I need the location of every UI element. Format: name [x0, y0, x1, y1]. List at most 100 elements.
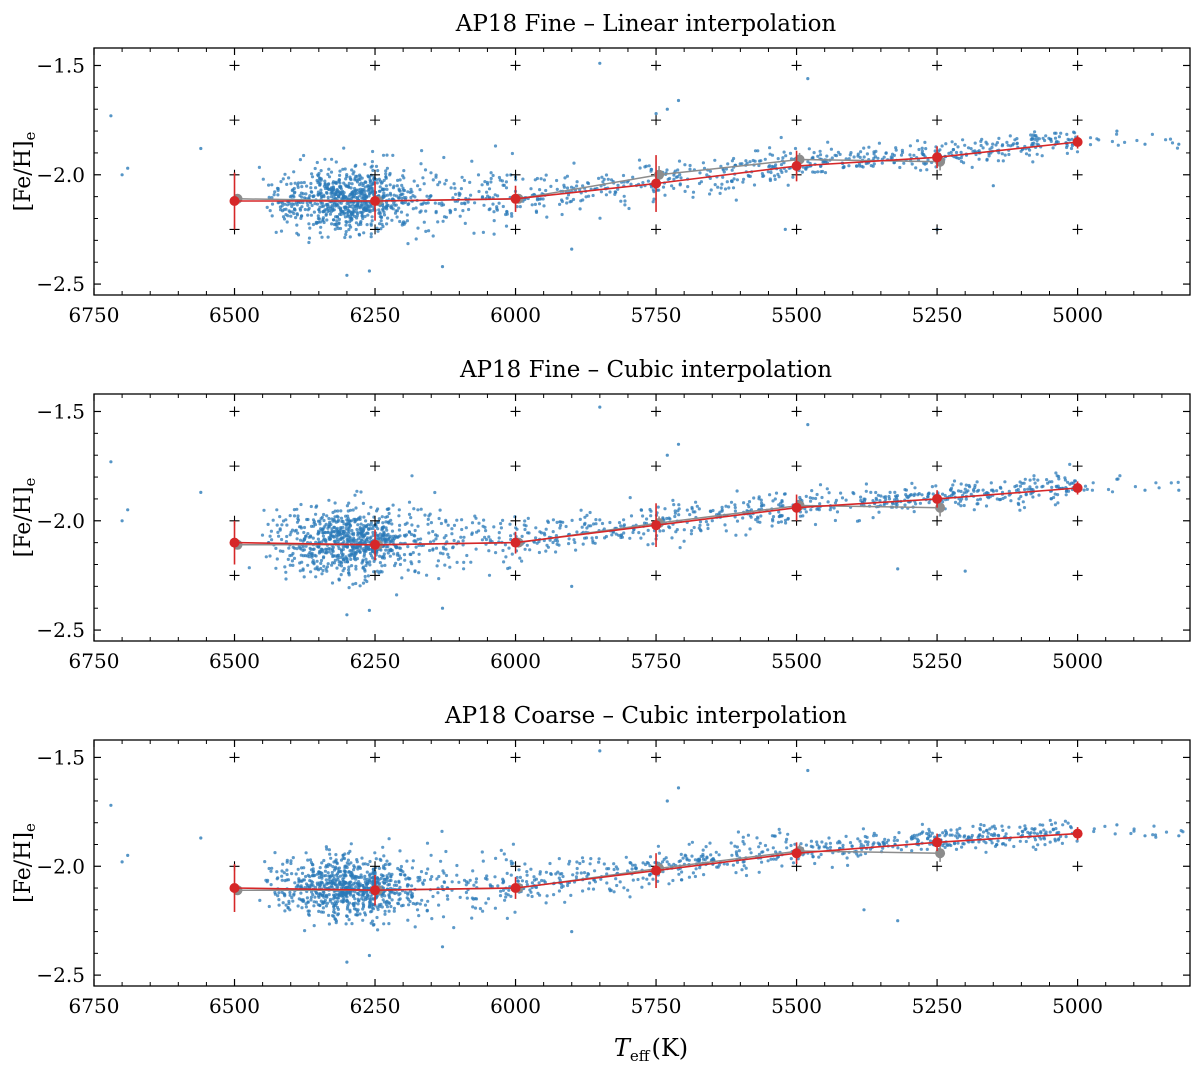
grid-node-marker: [932, 115, 942, 125]
grid-node-marker: [651, 115, 661, 125]
scatter-point: [382, 191, 385, 194]
series-point-red: [370, 540, 380, 550]
scatter-point: [362, 516, 365, 519]
scatter-point: [883, 156, 886, 159]
scatter-point: [1067, 138, 1070, 141]
scatter-point: [1151, 133, 1154, 136]
scatter-point: [453, 187, 456, 190]
grid-node-marker: [230, 570, 240, 580]
scatter-point: [1023, 488, 1026, 491]
scatter-point: [965, 484, 968, 487]
scatter-point: [684, 854, 687, 857]
scatter-point: [1001, 152, 1004, 155]
scatter-point: [1040, 485, 1043, 488]
scatter-point: [544, 881, 547, 884]
scatter-point: [732, 157, 735, 160]
scatter-point: [278, 904, 281, 907]
scatter-point: [484, 877, 487, 880]
scatter-point: [1017, 832, 1020, 835]
scatter-point: [776, 173, 779, 176]
scatter-point: [383, 213, 386, 216]
scatter-point: [340, 517, 343, 520]
scatter-point: [768, 146, 771, 149]
scatter-point: [1064, 820, 1067, 823]
scatter-point: [389, 540, 392, 543]
scatter-point: [694, 875, 697, 878]
scatter-point: [349, 873, 352, 876]
scatter-point: [790, 857, 793, 860]
scatter-point: [324, 538, 327, 541]
scatter-point: [957, 489, 960, 492]
scatter-outlier: [345, 274, 348, 277]
scatter-point: [283, 871, 286, 874]
scatter-point: [819, 170, 822, 173]
scatter-point: [676, 168, 679, 171]
scatter-point: [459, 536, 462, 539]
scatter-point: [736, 520, 739, 523]
scatter-point: [328, 523, 331, 526]
scatter-point: [305, 905, 308, 908]
scatter-point: [340, 202, 343, 205]
scatter-point: [566, 197, 569, 200]
scatter-point: [909, 494, 912, 497]
scatter-point: [759, 842, 762, 845]
scatter-point: [721, 506, 724, 509]
scatter-point: [346, 907, 349, 910]
scatter-point: [730, 854, 733, 857]
scatter-point: [711, 858, 714, 861]
scatter-point: [364, 215, 367, 218]
scatter-point: [336, 515, 339, 518]
scatter-point: [501, 881, 504, 884]
scatter-point: [382, 211, 385, 214]
scatter-point: [941, 831, 944, 834]
grid-node-marker: [1073, 461, 1083, 471]
scatter-point: [688, 859, 691, 862]
scatter-point: [350, 211, 353, 214]
scatter-point: [416, 508, 419, 511]
scatter-point: [745, 867, 748, 870]
scatter-point: [465, 883, 468, 886]
scatter-point: [566, 186, 569, 189]
scatter-point: [314, 575, 317, 578]
scatter-point: [509, 534, 512, 537]
scatter-point: [1012, 845, 1015, 848]
scatter-point: [778, 831, 781, 834]
scatter-point: [819, 153, 822, 156]
scatter-point: [472, 898, 475, 901]
scatter-point: [458, 192, 461, 195]
scatter-point: [1032, 846, 1035, 849]
scatter-point: [1115, 133, 1118, 136]
x-tick-label: 6500: [209, 649, 260, 673]
scatter-point: [313, 924, 316, 927]
scatter-point: [348, 523, 351, 526]
scatter-point: [979, 498, 982, 501]
scatter-point: [698, 866, 701, 869]
scatter-point: [503, 184, 506, 187]
scatter-point: [338, 560, 341, 563]
scatter-outlier: [368, 954, 371, 957]
scatter-point: [418, 188, 421, 191]
series-point-red: [230, 196, 240, 206]
scatter-point: [353, 557, 356, 560]
grid-node-marker: [932, 224, 942, 234]
scatter-point: [1025, 840, 1028, 843]
scatter-point: [709, 510, 712, 513]
scatter-point: [364, 575, 367, 578]
scatter-point: [441, 885, 444, 888]
scatter-point: [483, 180, 486, 183]
scatter-point: [326, 565, 329, 568]
scatter-point: [805, 844, 808, 847]
scatter-point: [376, 534, 379, 537]
grid-node-marker: [1073, 570, 1083, 580]
scatter-point: [334, 501, 337, 504]
scatter-point: [1001, 143, 1004, 146]
scatter-point: [312, 867, 315, 870]
scatter-point: [672, 187, 675, 190]
scatter-point: [873, 152, 876, 155]
scatter-point: [1023, 506, 1026, 509]
scatter-point: [515, 528, 518, 531]
scatter-point: [406, 242, 409, 245]
scatter-point: [355, 528, 358, 531]
scatter-point: [1020, 482, 1023, 485]
